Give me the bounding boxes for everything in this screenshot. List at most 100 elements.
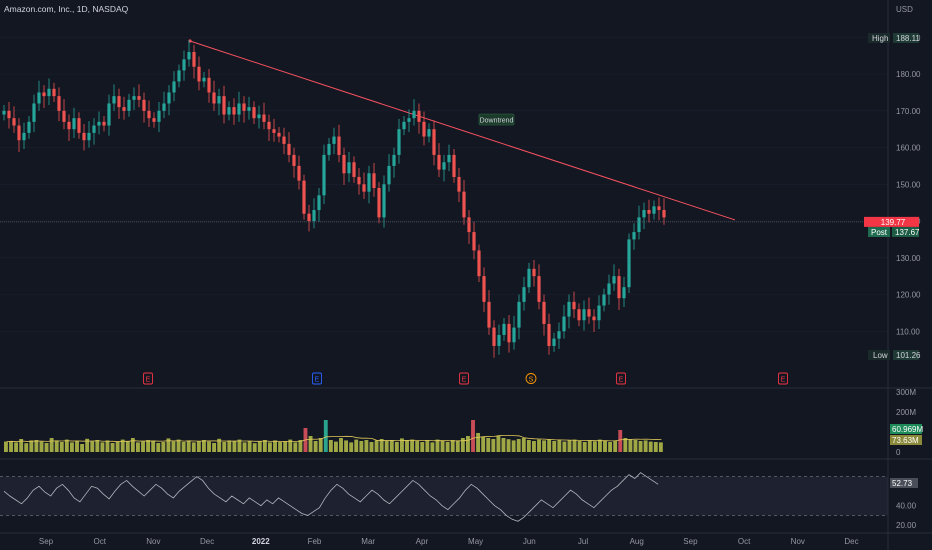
candle	[147, 100, 151, 127]
split-marker-glyph: S	[529, 377, 534, 384]
volume-bar	[151, 441, 156, 452]
trendline-segment[interactable]	[189, 40, 736, 221]
volume-axis[interactable]: 300M 200M 0	[896, 388, 916, 457]
candle	[577, 303, 581, 327]
candle-body	[287, 143, 291, 155]
candle-body	[542, 301, 546, 324]
volume-bar	[415, 441, 420, 452]
candle	[442, 154, 446, 182]
price-axis[interactable]: 190.00180.00170.00160.00150.00140.00130.…	[896, 33, 921, 336]
price-pane[interactable]	[0, 37, 888, 358]
candle	[17, 118, 21, 152]
candle	[22, 122, 26, 150]
event-markers[interactable]: E E E E ES	[143, 372, 788, 385]
candle-body	[82, 132, 86, 141]
volume-bar	[516, 439, 521, 452]
volume-bar	[537, 439, 541, 452]
volume-bar	[54, 440, 59, 452]
time-axis[interactable]: Sep Oct Nov Dec 2022 Feb Mar Apr May Jun Jul Aug Sep…	[39, 537, 859, 546]
candle-body	[167, 92, 171, 104]
time-tick-label: Oct	[93, 537, 106, 546]
candle	[662, 198, 666, 225]
volume-bar	[283, 441, 288, 452]
time-tick-label: Dec	[200, 537, 214, 546]
volume-bar	[496, 435, 501, 452]
volume-bar	[19, 439, 24, 452]
candle	[192, 44, 196, 79]
candle	[637, 205, 641, 240]
candle-body	[262, 114, 266, 122]
volume-bar	[4, 441, 8, 452]
volume-bar	[339, 438, 343, 452]
time-tick-label: Mar	[361, 537, 375, 546]
candle	[632, 223, 636, 250]
volume-bar	[130, 438, 135, 452]
candle-body	[492, 327, 496, 346]
earnings-marker[interactable]: E	[459, 372, 469, 385]
candle	[57, 87, 61, 122]
volume-ma-line	[6, 434, 662, 443]
candle	[362, 172, 366, 199]
candle	[37, 80, 41, 111]
volume-bar	[318, 438, 323, 452]
candle	[602, 288, 606, 312]
candle	[267, 114, 271, 141]
volume-bar	[460, 438, 465, 452]
earnings-marker-glyph: E	[619, 377, 624, 384]
split-marker[interactable]: S	[525, 373, 537, 384]
volume-bar	[115, 442, 120, 452]
candle	[347, 151, 351, 183]
candle-body	[52, 88, 56, 97]
currency-label: USD	[896, 5, 913, 14]
candle-body	[472, 232, 476, 251]
trendline-label[interactable]: Downtrend	[478, 113, 515, 126]
candle	[217, 88, 221, 116]
price-tick-label: 170.00	[896, 107, 921, 116]
candle-body	[427, 129, 431, 137]
candle-body	[242, 103, 246, 111]
candle-body	[457, 176, 461, 192]
candle	[537, 264, 541, 310]
volume-bar	[146, 440, 151, 452]
volume-pane[interactable]	[0, 387, 932, 452]
volume-bar	[334, 441, 338, 452]
volume-bar	[435, 439, 440, 452]
candle-body	[112, 96, 116, 104]
time-tick-label: Dec	[844, 537, 858, 546]
candle-body	[617, 276, 621, 299]
candle-body	[612, 276, 616, 284]
earnings-marker[interactable]: E	[778, 372, 788, 385]
candle	[292, 147, 296, 178]
volume-bar	[547, 439, 552, 452]
rsi-pane[interactable]	[0, 458, 932, 522]
candle	[222, 85, 226, 124]
candle	[332, 127, 336, 155]
candle-body	[172, 81, 176, 93]
volume-bar	[613, 440, 618, 452]
candle	[452, 149, 456, 183]
candle	[457, 168, 461, 202]
rsi-tick-label: 40.00	[896, 502, 917, 511]
candle-body	[587, 309, 591, 317]
earnings-marker[interactable]: E	[312, 372, 322, 385]
candle	[67, 114, 71, 141]
volume-bar	[582, 442, 587, 452]
time-tick-label: Nov	[791, 537, 805, 546]
candle-body	[562, 316, 566, 332]
candle-body	[412, 110, 416, 119]
volume-bar	[648, 441, 653, 452]
candle	[387, 154, 391, 192]
post-market-label: Post	[871, 228, 888, 237]
rsi-axis[interactable]: 40.00 20.00	[896, 502, 917, 530]
candle	[562, 304, 566, 339]
earnings-marker[interactable]: E	[616, 372, 626, 385]
volume-bar	[323, 420, 328, 452]
candle	[112, 84, 116, 111]
candle	[437, 143, 441, 177]
volume-bar	[501, 438, 506, 452]
candle	[447, 144, 451, 172]
earnings-marker[interactable]: E	[143, 372, 153, 385]
volume-bar	[379, 439, 384, 452]
candle-body	[467, 217, 471, 233]
candle-body	[272, 129, 276, 133]
